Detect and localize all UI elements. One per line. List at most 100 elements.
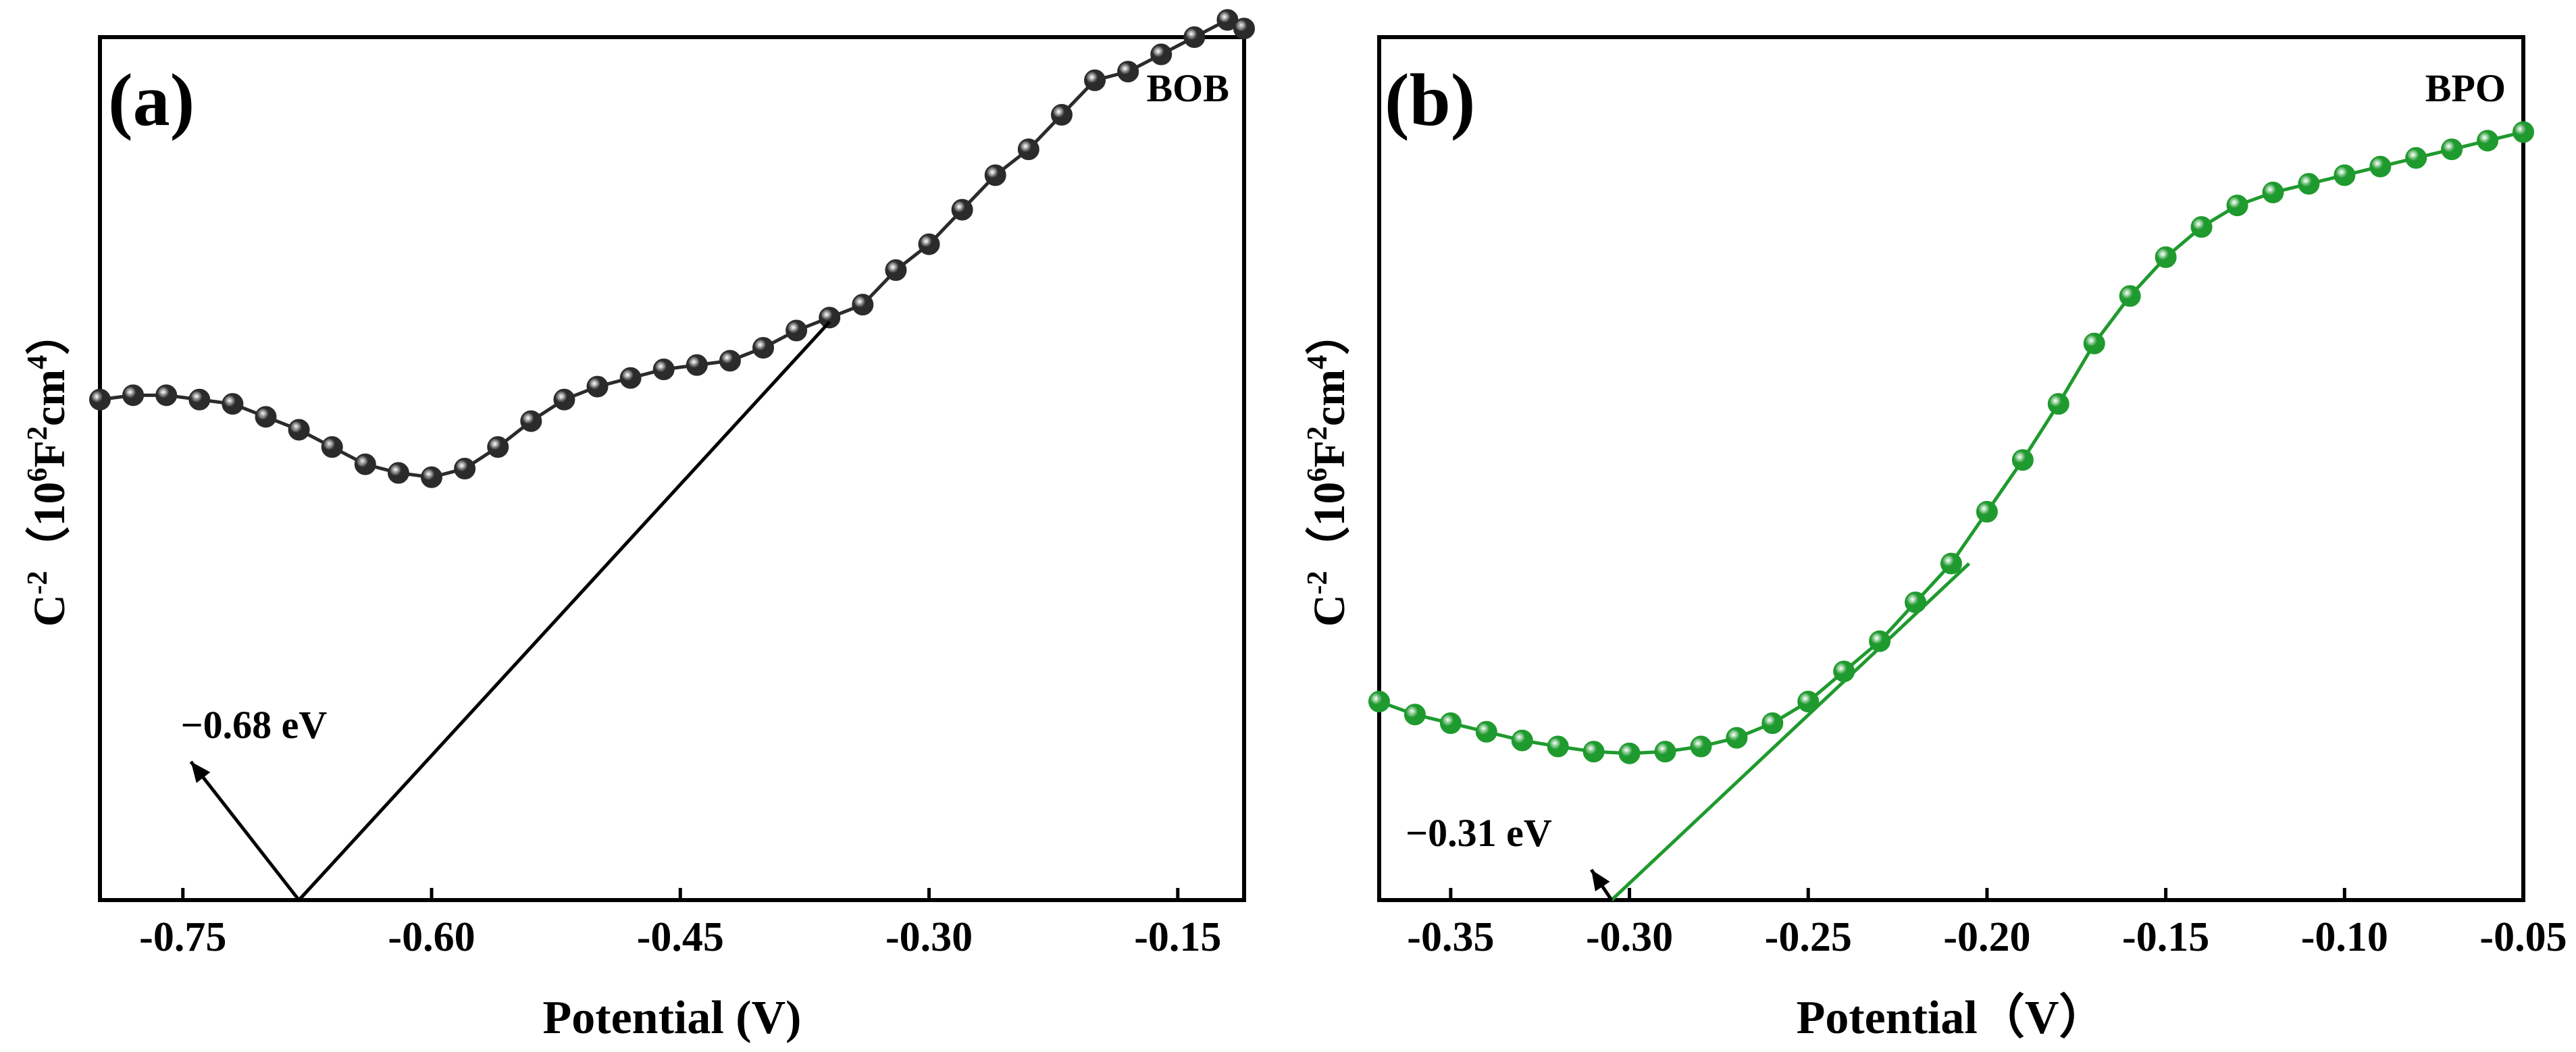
data-point	[89, 388, 111, 411]
series-bpo	[1368, 121, 2534, 764]
y-label-close-a: ）	[24, 311, 74, 355]
data-point	[686, 354, 708, 376]
data-point	[2047, 393, 2069, 415]
data-point	[1183, 26, 1206, 48]
data-point	[1726, 727, 1748, 749]
y-label-exp2-b: 6	[1302, 467, 1333, 481]
data-point	[984, 164, 1006, 186]
data-point	[1511, 729, 1533, 752]
x-tick-label: -0.15	[2122, 914, 2209, 960]
y-label-exp-a: -2	[22, 571, 53, 594]
data-point	[553, 388, 575, 411]
y-axis-label-b: C-2（106F2cm4）	[1302, 311, 1354, 627]
data-point	[1368, 691, 1390, 713]
data-point	[2226, 194, 2248, 217]
annotation-arrowhead-b	[1591, 870, 1610, 892]
y-label-exp4-a: 4	[22, 355, 53, 369]
data-point	[155, 384, 178, 406]
series-line	[1379, 130, 2524, 756]
data-point	[752, 337, 775, 359]
data-point	[354, 453, 376, 475]
data-point	[321, 436, 343, 458]
data-point	[487, 436, 509, 458]
x-tick-label: -0.15	[1134, 914, 1221, 960]
data-point	[1233, 18, 1255, 40]
data-point	[2405, 147, 2427, 169]
y-label-mid2-b: cm	[1305, 369, 1354, 426]
data-point	[2011, 449, 2034, 471]
y-label-exp3-b: 2	[1302, 426, 1333, 440]
data-point	[421, 466, 443, 488]
fit-line-a	[297, 321, 831, 901]
y-label-exp3-a: 2	[22, 426, 53, 440]
x-tick-label: -0.35	[1407, 914, 1494, 960]
data-point	[1547, 735, 1569, 758]
x-tick-label: -0.30	[1586, 914, 1673, 960]
y-label-open-b: （10	[1304, 481, 1354, 571]
data-point	[188, 388, 211, 411]
data-point	[454, 458, 476, 479]
x-tick-label: -0.25	[1765, 914, 1852, 960]
data-point	[1439, 712, 1462, 735]
annotation-label-b: −0.31 eV	[1406, 811, 1552, 855]
data-point	[2369, 155, 2392, 178]
data-point	[1475, 720, 1497, 743]
data-point	[288, 419, 310, 441]
data-point	[619, 367, 642, 389]
data-point	[1618, 742, 1641, 764]
data-point	[2119, 285, 2141, 307]
data-point	[586, 375, 609, 398]
x-ticks-a: -0.75 -0.60 -0.45 -0.30 -0.15	[139, 888, 1221, 960]
data-point	[2083, 332, 2105, 354]
y-label-exp-b: -2	[1302, 571, 1333, 594]
data-point	[2190, 216, 2213, 238]
data-point	[1833, 660, 1855, 683]
panel-label-a: (a)	[108, 59, 195, 141]
y-label-close-b: ）	[1304, 311, 1354, 355]
fit-line-b	[1610, 562, 1971, 901]
x-tick-label: -0.75	[139, 914, 226, 960]
data-point	[1869, 630, 1891, 652]
annotation-arrowhead-a	[190, 762, 211, 783]
data-point	[1582, 741, 1605, 763]
data-point	[1084, 69, 1106, 91]
data-point	[2155, 246, 2177, 268]
panel-label-b: (b)	[1385, 59, 1475, 141]
data-point	[1761, 712, 1784, 735]
annotation-arrow-a	[189, 760, 301, 901]
sample-label-a: BOB	[1147, 66, 1230, 110]
data-point	[1690, 735, 1712, 758]
x-tick-label: -0.60	[388, 914, 475, 960]
data-point	[785, 319, 808, 342]
x-tick-label: -0.20	[1943, 914, 2030, 960]
data-point	[520, 410, 542, 432]
data-point	[1940, 552, 1962, 575]
svg-text:C-2（106F2cm4）: C-2（106F2cm4）	[22, 311, 74, 627]
data-point	[1976, 500, 1998, 523]
x-axis-label-a: Potential (V)	[543, 992, 802, 1044]
data-point	[1017, 138, 1039, 161]
annotation-label-a: −0.68 eV	[181, 703, 328, 747]
y-label-exp2-a: 6	[22, 467, 53, 481]
data-point	[819, 307, 841, 329]
x-tick-label: -0.10	[2301, 914, 2388, 960]
y-label-exp4-b: 4	[1302, 355, 1333, 369]
data-point	[951, 199, 973, 221]
data-point	[2441, 138, 2463, 161]
data-point	[2298, 173, 2320, 195]
data-point	[1117, 61, 1139, 83]
data-point	[387, 462, 409, 484]
data-point	[255, 406, 277, 428]
x-ticks-b: -0.35 -0.30 -0.25 -0.20 -0.15 -0.10 -0.05	[1407, 888, 2567, 960]
data-point	[1050, 104, 1073, 126]
data-point	[1403, 704, 1426, 726]
plot-frame-a	[98, 35, 1246, 902]
plot-frame-b	[1377, 35, 2525, 902]
y-label-open-a: （10	[24, 481, 74, 571]
data-point	[918, 233, 940, 255]
data-point	[885, 259, 907, 282]
data-point	[1797, 691, 1820, 713]
data-point	[122, 384, 145, 406]
y-label-mid2-a: cm	[25, 369, 74, 426]
